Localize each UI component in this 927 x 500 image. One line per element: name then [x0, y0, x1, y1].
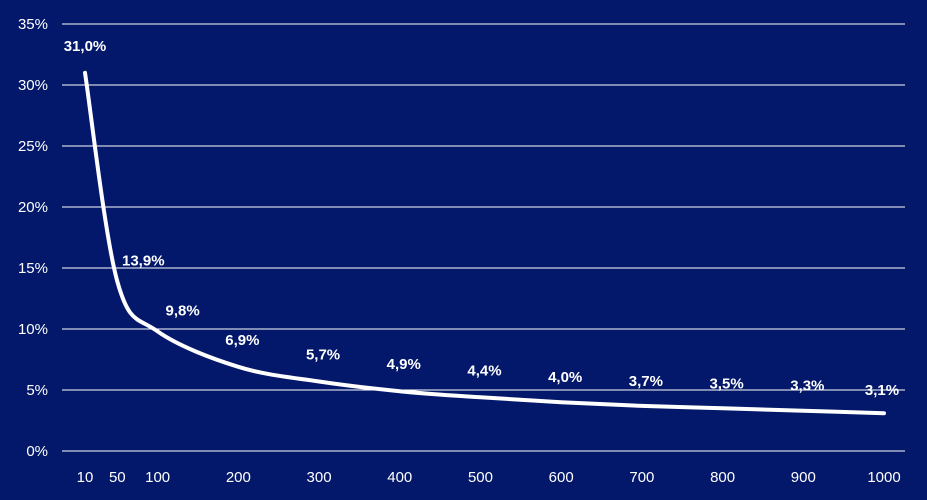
data-label: 9,8%	[166, 302, 200, 319]
x-tick-label: 900	[791, 469, 816, 486]
data-label: 4,4%	[467, 362, 501, 379]
x-tick-label: 1000	[867, 469, 900, 486]
data-label: 6,9%	[225, 332, 259, 349]
x-tick-label: 500	[468, 469, 493, 486]
y-tick-label: 5%	[26, 382, 48, 399]
series-line-group	[83, 70, 886, 416]
data-label: 3,7%	[629, 373, 663, 390]
series-line	[83, 70, 886, 416]
data-label: 4,9%	[387, 356, 421, 373]
y-axis-tick-labels: 0% 5% 10% 15% 20% 25% 30% 35%	[18, 16, 48, 460]
y-tick-label: 25%	[18, 138, 48, 155]
x-tick-label: 10	[77, 469, 94, 486]
x-tick-label: 200	[226, 469, 251, 486]
data-label: 13,9%	[122, 252, 165, 269]
data-label: 3,3%	[790, 378, 824, 395]
data-label: 3,5%	[709, 375, 743, 392]
gridlines	[62, 23, 905, 452]
x-tick-label: 100	[145, 469, 170, 486]
y-tick-label: 20%	[18, 199, 48, 216]
y-tick-label: 0%	[26, 443, 48, 460]
x-tick-label: 50	[109, 469, 126, 486]
y-tick-label: 35%	[18, 16, 48, 33]
x-tick-label: 300	[307, 469, 332, 486]
data-label: 4,0%	[548, 369, 582, 386]
x-tick-label: 400	[387, 469, 412, 486]
x-axis-tick-labels: 10 50 100 200 300 400 500 600 700 800 900 1000	[77, 469, 901, 486]
x-tick-label: 800	[710, 469, 735, 486]
y-tick-label: 15%	[18, 260, 48, 277]
data-label: 31,0%	[64, 38, 107, 55]
data-labels: 31,0% 13,9% 9,8% 6,9% 5,7% 4,9% 4,4% 4,0% 3,7% 3,…	[64, 38, 899, 399]
data-label: 5,7%	[306, 346, 340, 363]
x-tick-label: 700	[629, 469, 654, 486]
x-tick-label: 600	[549, 469, 574, 486]
data-label: 3,1%	[865, 382, 899, 399]
y-tick-label: 30%	[18, 77, 48, 94]
y-tick-label: 10%	[18, 321, 48, 338]
